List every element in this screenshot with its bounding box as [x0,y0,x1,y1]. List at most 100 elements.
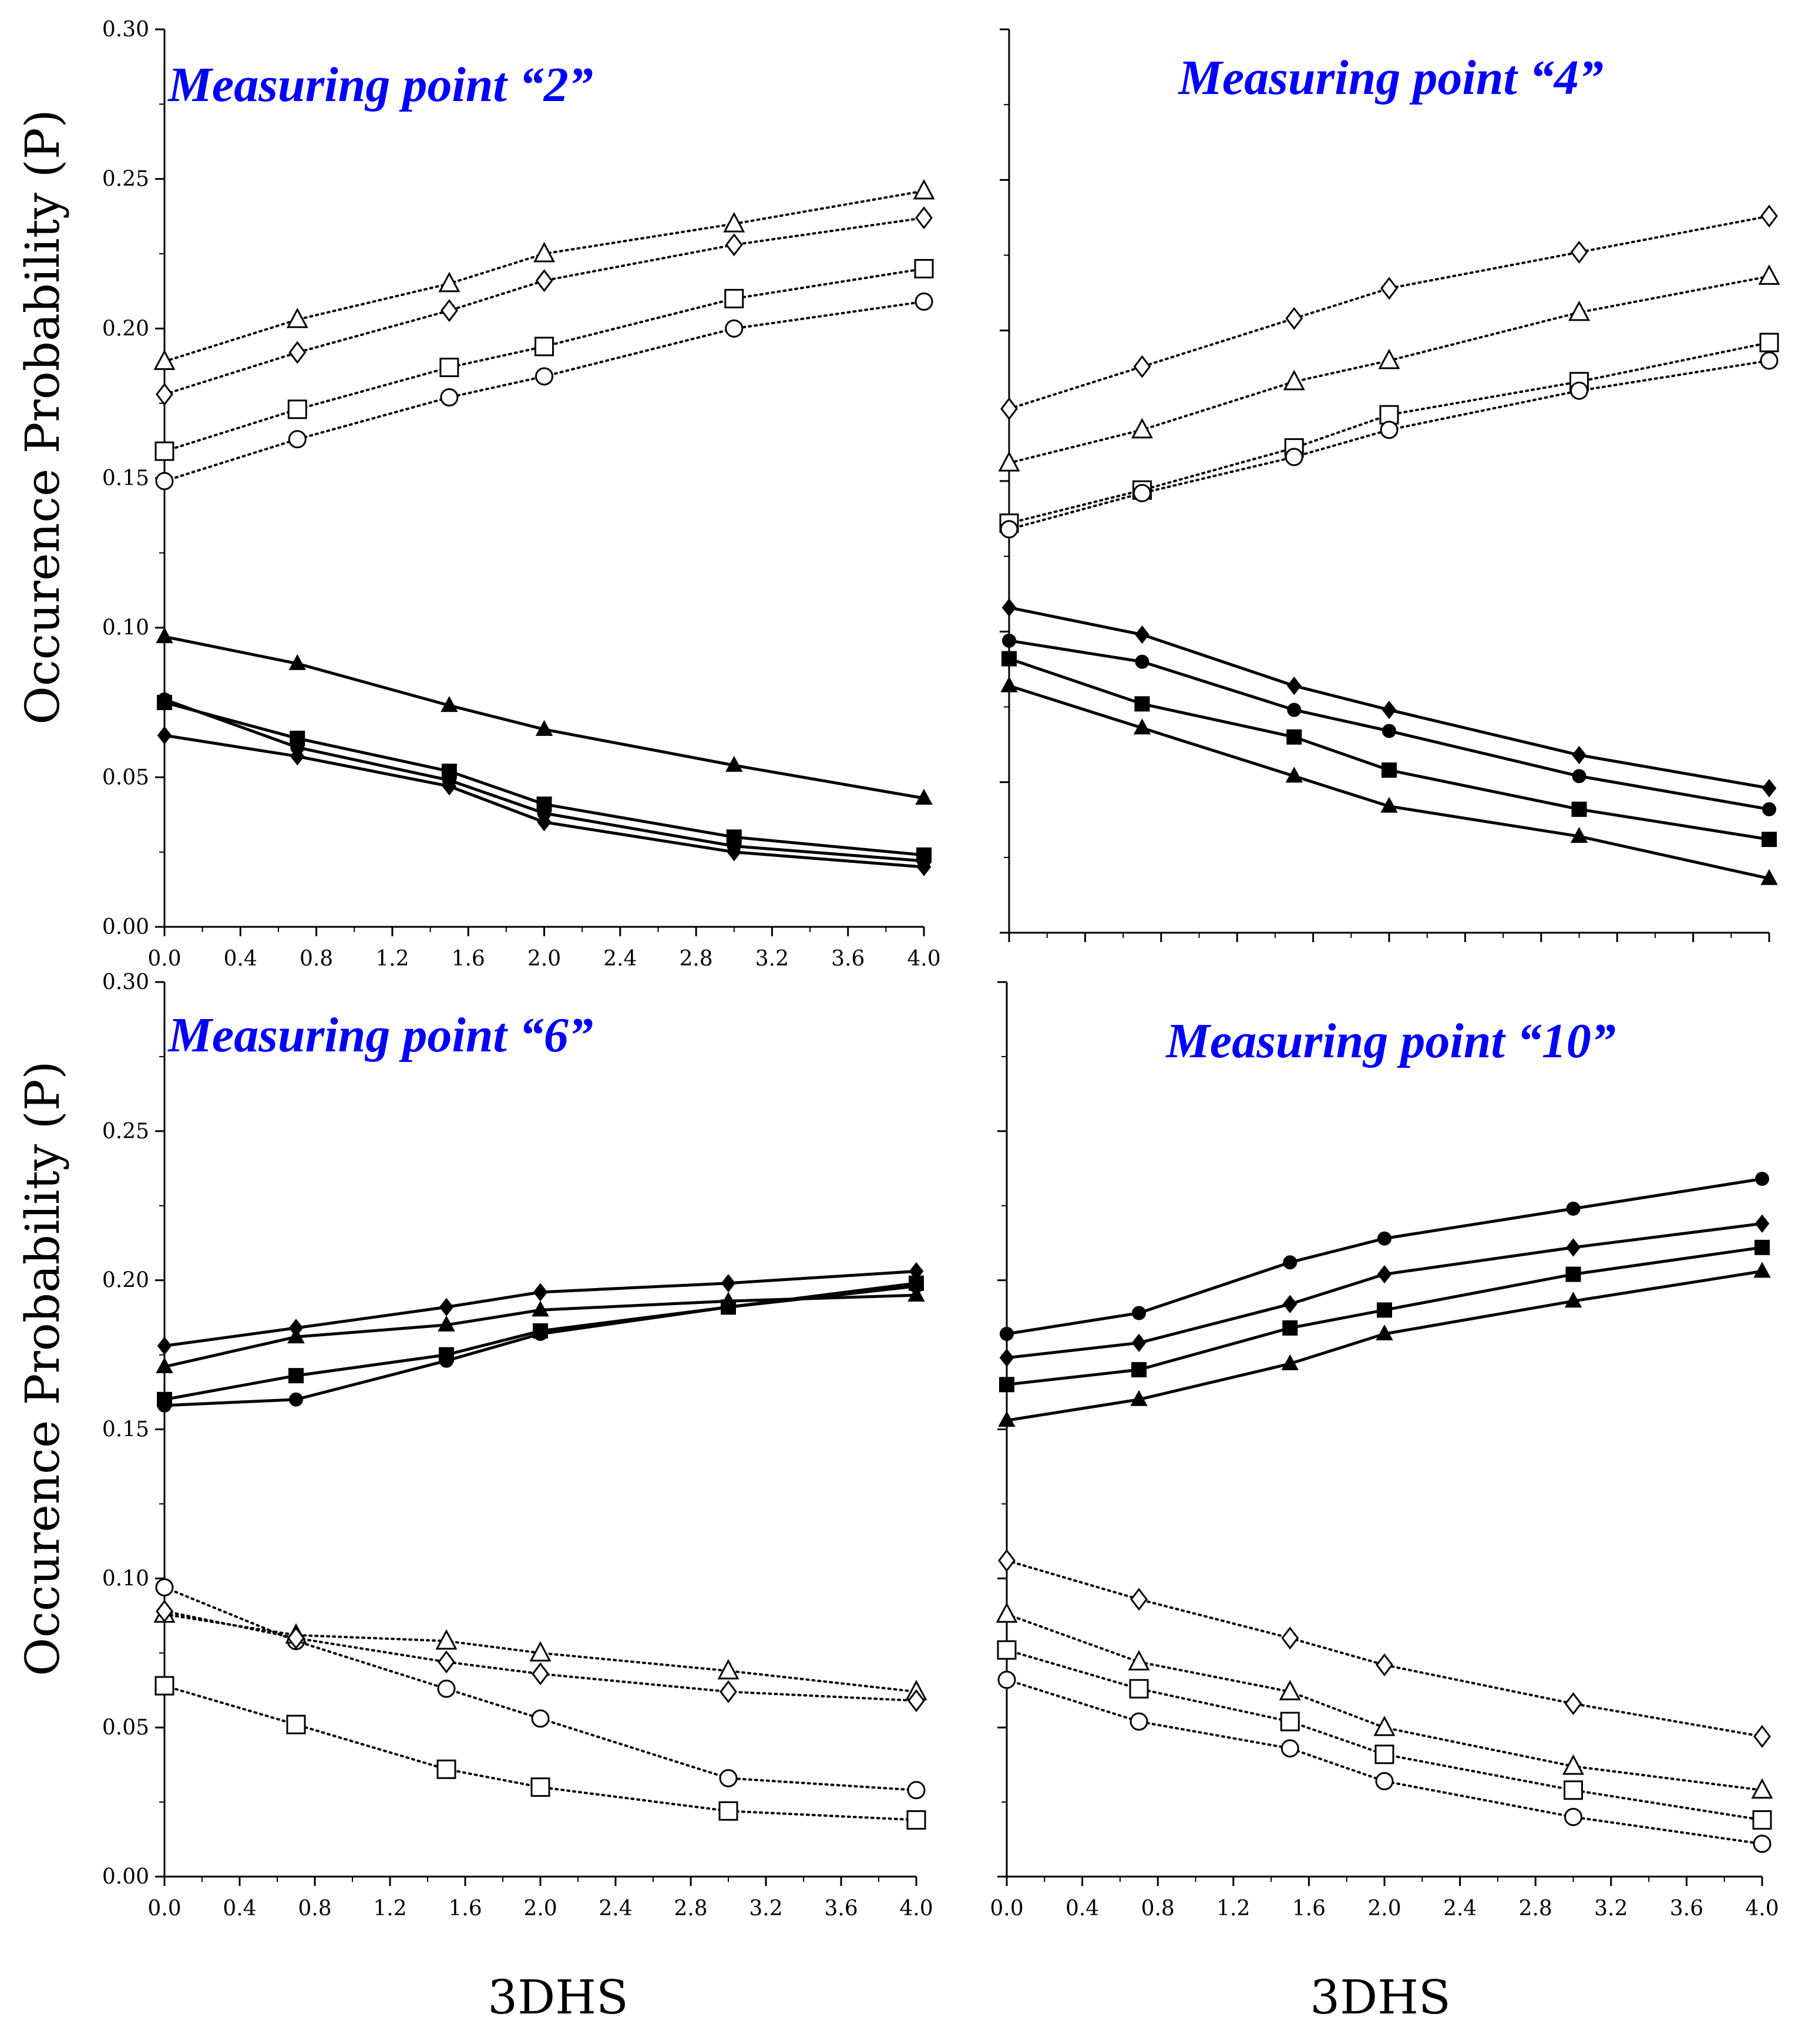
x-tick-label: 2.0 [527,947,561,971]
series-line [1008,359,1770,530]
series-filled-circle [157,1279,923,1413]
series-line [1006,1246,1763,1386]
data-point [1382,724,1396,738]
x-tick-label: 1.6 [1292,1897,1326,1921]
data-point [1374,1744,1394,1764]
data-point [439,1297,454,1316]
data-point [907,1689,925,1712]
series-line [163,300,925,483]
data-point [1759,332,1779,352]
data-point [438,271,461,293]
data-point [1378,348,1400,369]
data-point [1001,598,1017,617]
series-line [163,1685,917,1821]
series-open-circle [997,1670,1772,1853]
x-tick-label: 1.6 [448,1897,482,1921]
series-filled-circle [1002,633,1776,816]
data-point [1377,1265,1392,1284]
data-point [531,1709,550,1728]
data-point [996,1602,1018,1623]
data-point [1380,277,1398,300]
data-point [1281,1354,1299,1370]
series-filled-circle [1000,1172,1769,1342]
data-point [438,1650,455,1673]
x-axis-title: 3DHS [488,1970,628,2025]
data-point [1133,355,1151,378]
y-tick-label: 0.25 [102,1120,149,1144]
data-point [998,1549,1016,1572]
data-point [1135,654,1149,669]
data-point [1753,1724,1771,1748]
data-point [916,858,932,876]
series-line [1009,639,1770,811]
data-point [1375,1772,1394,1791]
data-point [1134,696,1150,712]
series-line [163,1613,917,1693]
data-point [720,1680,737,1703]
y-tick-label: 0.00 [102,1865,149,1889]
data-point [1760,204,1778,228]
data-point [1758,264,1780,285]
y-tick-label: 0.05 [102,1716,149,1740]
x-tick-label: 3.6 [1670,1897,1703,1921]
data-point [1570,381,1588,400]
data-point [1001,651,1017,667]
data-point [1285,766,1303,783]
x-tick-label: 2.4 [599,1897,632,1921]
x-tick-label: 2.4 [1443,1897,1477,1921]
data-point [288,430,307,449]
series-open-triangle [153,179,935,370]
series-filled-triangle [1000,676,1778,885]
data-point [718,1801,738,1821]
data-point [439,1353,453,1368]
data-point [157,1336,172,1355]
data-point [440,388,459,406]
series-open-circle [155,292,933,490]
series-line [163,1610,917,1702]
data-point [1377,1231,1391,1246]
data-point [1131,418,1153,439]
x-tick-label: 3.2 [749,1897,782,1921]
data-point [435,1629,458,1650]
data-point [1279,1680,1301,1700]
data-point [915,788,933,805]
series-line [163,190,925,363]
data-point [1286,676,1302,695]
series-line [1009,606,1770,790]
data-point [535,269,553,293]
x-tick-label: 1.2 [375,947,409,971]
data-point [154,441,174,461]
data-point [1373,1715,1396,1736]
data-point [535,720,553,736]
data-point [721,1274,736,1293]
data-point [532,1662,549,1686]
data-point [999,1377,1014,1393]
data-point [289,1392,303,1407]
data-point [156,1599,173,1623]
series-line [1009,684,1770,880]
data-point [1132,1306,1147,1320]
panel-title: Measuring point “4” [1177,51,1604,105]
data-point [1572,769,1586,784]
data-point [288,341,307,364]
data-point [1755,1172,1769,1186]
data-point [717,1659,740,1680]
series-line [163,267,925,453]
x-tick-label: 4.0 [1745,1897,1779,1921]
series-line [164,698,925,863]
x-tick-label: 0.4 [224,947,257,971]
data-point [1566,1238,1581,1257]
series-line [1006,1269,1763,1422]
x-tick-label: 3.6 [824,1897,858,1921]
data-point [537,813,552,832]
data-point [1562,1754,1584,1775]
data-point [1382,701,1397,720]
data-point [1000,397,1018,421]
data-point [156,1357,173,1373]
series-line [164,635,925,800]
data-point [1566,1201,1581,1216]
y-tick-label: 0.15 [102,1418,149,1442]
x-tick-label: 2.0 [523,1897,557,1921]
series-filled-square [1001,651,1777,848]
data-point [1380,421,1399,439]
